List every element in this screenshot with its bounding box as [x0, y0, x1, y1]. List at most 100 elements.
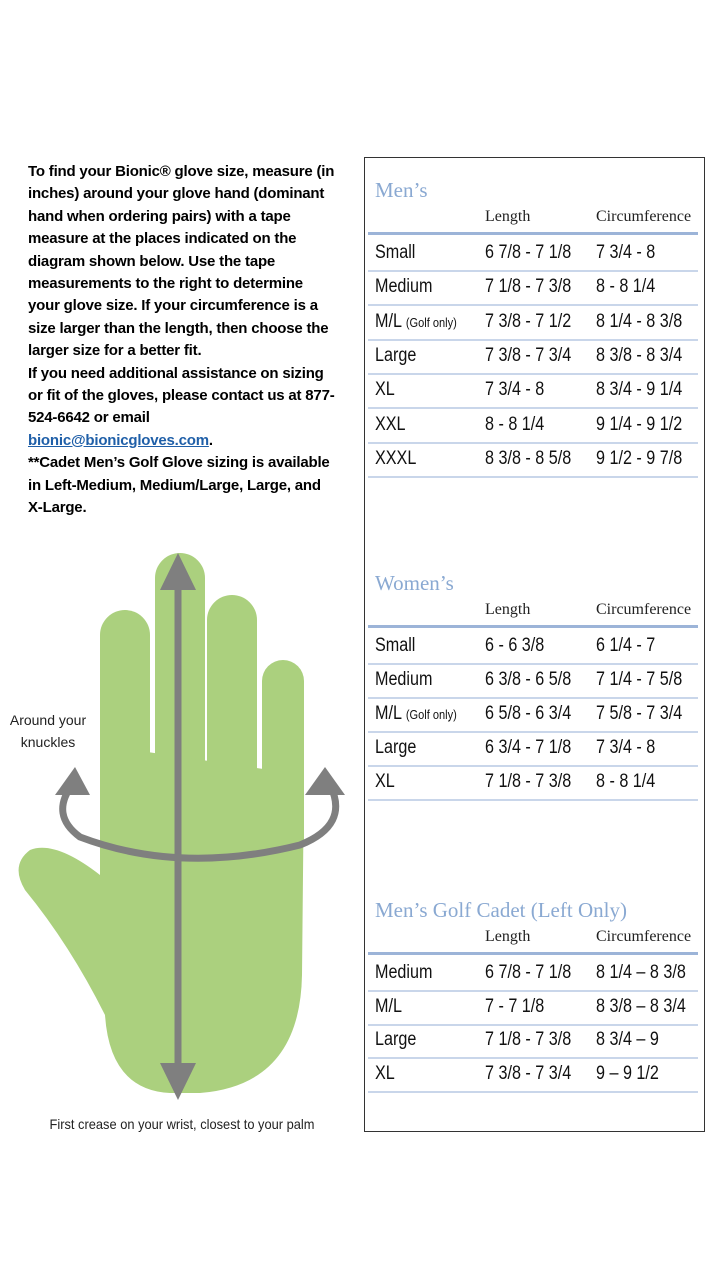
size-row: Large 7 3/8 - 7 3/4 8 3/8 - 8 3/4: [368, 339, 698, 375]
size-cell: M/L (Golf only): [375, 703, 457, 725]
size-row: Medium 7 1/8 - 7 3/8 8 - 8 1/4: [368, 270, 698, 307]
length-cell: 7 3/8 - 7 3/4: [485, 344, 572, 366]
size-row: XXL 8 - 8 1/4 9 1/4 - 9 1/2: [368, 408, 698, 444]
size-row: XXXL 8 3/8 - 8 5/8 9 1/2 - 9 7/8: [368, 442, 698, 478]
size-name: Medium: [375, 669, 433, 690]
header-rule: [368, 952, 698, 955]
size-cell: XXXL: [375, 448, 416, 470]
size-cell: M/L: [375, 996, 402, 1018]
size-row: M/L (Golf only) 7 3/8 - 7 1/2 8 1/4 - 8 3/…: [368, 305, 698, 341]
circumference-cell: 8 - 8 1/4: [596, 771, 656, 792]
contact-text: If you need additional assistance on siz…: [28, 364, 335, 427]
hand: [18, 553, 304, 1093]
size-row: XL 7 3/8 - 7 3/4 9 – 9 1/2: [368, 1057, 698, 1093]
size-row: Small 6 7/8 - 7 1/8 7 3/4 - 8: [368, 236, 698, 272]
length-cell: 8 3/8 - 8 5/8: [485, 447, 572, 469]
length-cell: 7 1/8 - 7 3/8: [485, 1029, 572, 1050]
size-cell: Medium: [375, 276, 432, 298]
punctuation: .: [208, 431, 213, 449]
length-cell: 7 1/8 - 7 3/8: [485, 771, 572, 792]
size-name: Small: [375, 242, 416, 263]
size-cell: Large: [375, 1029, 416, 1051]
size-name: XL: [375, 771, 395, 792]
size-row: Large 7 1/8 - 7 3/8 8 3/4 – 9: [368, 1023, 698, 1059]
label-line: Around your: [10, 712, 87, 728]
circumference-cell: 6 1/4 - 7: [596, 635, 656, 656]
size-cell: Large: [375, 345, 416, 367]
section-title: Men’s: [375, 178, 428, 202]
contact-text: If you need additional assistance on siz…: [28, 363, 338, 453]
length-cell: 6 5/8 - 6 3/4: [485, 703, 572, 724]
instruction-text: To find your Bionic® glove size, measure…: [28, 163, 335, 360]
size-name: XL: [375, 379, 395, 401]
length-cell: 8 - 8 1/4: [485, 413, 545, 435]
circumference-cell: 7 5/8 - 7 3/4: [596, 703, 683, 724]
size-note: (Golf only): [405, 314, 457, 330]
circumference-cell: 8 3/4 – 9: [596, 1029, 659, 1050]
length-cell: 6 3/4 - 7 1/8: [485, 737, 572, 758]
instructions: To find your Bionic® glove size, measure…: [28, 161, 338, 520]
size-row: Small 6 - 6 3/8 6 1/4 - 7: [368, 629, 698, 665]
circumference-cell: 7 1/4 - 7 5/8: [596, 669, 683, 690]
email-link[interactable]: bionic@bionicgloves.com: [28, 431, 209, 449]
arrow-heads: [55, 553, 345, 1100]
size-name: Small: [375, 635, 416, 656]
size-note: (Golf only): [405, 707, 457, 722]
size-cell: M/L (Golf only): [375, 311, 457, 333]
size-name: M/L: [375, 703, 402, 724]
header-rule: [368, 232, 698, 235]
section-title: Women’s: [375, 571, 454, 595]
length-cell: 6 7/8 - 7 1/8: [485, 962, 572, 983]
size-row: Large 6 3/4 - 7 1/8 7 3/4 - 8: [368, 731, 698, 767]
size-row: XL 7 1/8 - 7 3/8 8 - 8 1/4: [368, 765, 698, 801]
size-cell: XL: [375, 379, 395, 401]
size-row: Medium 6 7/8 - 7 1/8 8 1/4 – 8 3/8: [368, 956, 698, 992]
length-cell: 6 7/8 - 7 1/8: [485, 242, 572, 263]
circumference-cell: 8 3/8 – 8 3/4: [596, 995, 686, 1017]
size-name: M/L: [375, 310, 402, 332]
size-name: Large: [375, 737, 417, 758]
length-cell: 7 1/8 - 7 3/8: [485, 276, 572, 298]
size-cell: Small: [375, 242, 415, 264]
size-row: XL 7 3/4 - 8 8 3/4 - 9 1/4: [368, 373, 698, 410]
length-cell: 6 - 6 3/8: [485, 635, 545, 656]
circumference-cell: 8 - 8 1/4: [596, 276, 656, 298]
circumference-cell: 7 3/4 - 8: [596, 242, 656, 263]
size-row: M/L (Golf only) 6 5/8 - 6 3/4 7 5/8 - 7 3/…: [368, 697, 698, 733]
size-name: Medium: [375, 962, 433, 983]
size-row: Medium 6 3/8 - 6 5/8 7 1/4 - 7 5/8: [368, 663, 698, 699]
length-cell: 7 - 7 1/8: [485, 995, 545, 1017]
circumference-cell: 9 – 9 1/2: [596, 1062, 659, 1084]
diagram-label: Around your knuckles: [10, 712, 87, 750]
column-header: Length: [485, 208, 531, 225]
column-header: Circumference: [596, 601, 692, 618]
diagram-label: First crease on your wrist, closest to y…: [50, 1116, 315, 1132]
tape-arrows: [59, 585, 340, 1065]
size-name: Large: [375, 344, 417, 366]
hand-diagram: Around your knuckles First crease on your…: [10, 553, 345, 1132]
circumference-cell: 8 3/8 - 8 3/4: [596, 344, 683, 366]
size-cell: XXL: [375, 414, 406, 436]
size-cell: Small: [375, 635, 415, 657]
column-header: Length: [485, 928, 531, 945]
column-header: Circumference: [596, 928, 692, 945]
column-header: Circumference: [596, 208, 692, 225]
size-name: XXXL: [375, 447, 417, 469]
length-cell: 7 3/8 - 7 1/2: [485, 310, 572, 332]
size-name: Medium: [375, 276, 433, 298]
cadet-note: **Cadet Men’s Golf Glove sizing is avail…: [28, 454, 330, 517]
circumference-cell: 8 1/4 - 8 3/8: [596, 310, 683, 332]
size-cell: Medium: [375, 962, 432, 984]
label-line: knuckles: [21, 734, 75, 750]
size-cell: XL: [375, 771, 395, 793]
circumference-cell: 9 1/2 - 9 7/8: [596, 447, 683, 469]
size-cell: Large: [375, 737, 416, 759]
size-name: M/L: [375, 995, 402, 1017]
circumference-cell: 9 1/4 - 9 1/2: [596, 413, 683, 435]
size-chart: Men’s Length Circumference Small 6 7/8 - 7 1…: [364, 157, 705, 1132]
circumference-cell: 7 3/4 - 8: [596, 737, 656, 758]
size-name: Large: [375, 1029, 417, 1050]
length-cell: 7 3/4 - 8: [485, 379, 545, 401]
section-title: Men’s Golf Cadet (Left Only): [375, 898, 627, 922]
size-name: XXL: [375, 413, 406, 435]
